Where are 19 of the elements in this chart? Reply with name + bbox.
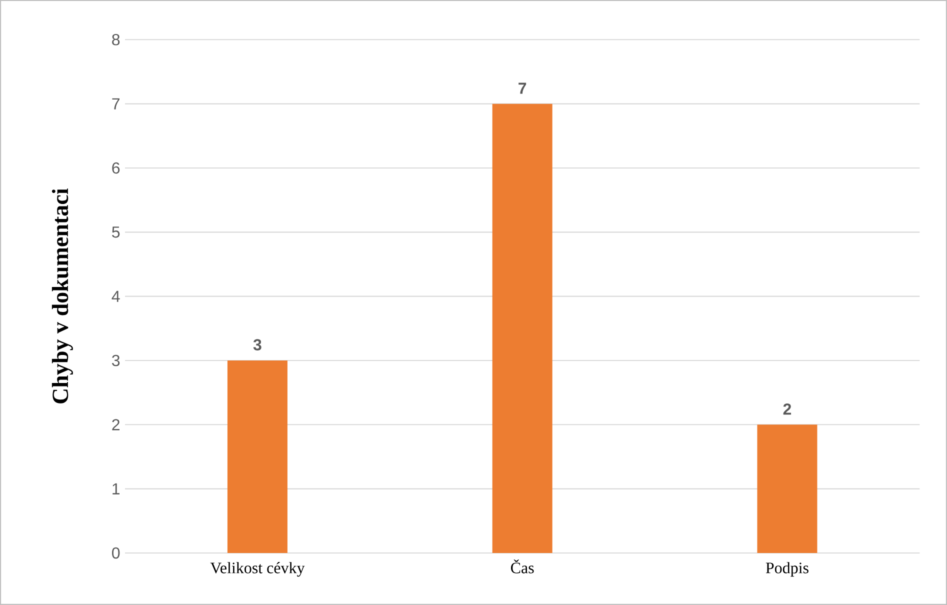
- y-axis-title: Chyby v dokumentaci: [52, 188, 73, 404]
- y-tick-label: 4: [112, 290, 120, 302]
- x-tick-label: Čas: [510, 559, 534, 574]
- x-tick-label: Podpis: [766, 562, 808, 577]
- bar: [492, 104, 552, 553]
- bar: [227, 360, 288, 553]
- data-label: 2: [783, 403, 792, 415]
- y-tick-label: 8: [112, 34, 120, 46]
- y-tick-label: 0: [112, 547, 120, 559]
- y-tick-label: 7: [112, 98, 120, 110]
- data-label: 7: [518, 82, 526, 94]
- y-tick-label: 2: [112, 419, 120, 430]
- y-tick-label: 1: [112, 483, 120, 494]
- y-tick-label: 5: [112, 226, 120, 238]
- data-label: 3: [253, 339, 262, 350]
- y-tick-label: 3: [112, 354, 120, 366]
- x-tick-label: Velikost cévky: [210, 562, 305, 577]
- y-tick-label: 6: [112, 162, 120, 174]
- bar: [757, 424, 818, 553]
